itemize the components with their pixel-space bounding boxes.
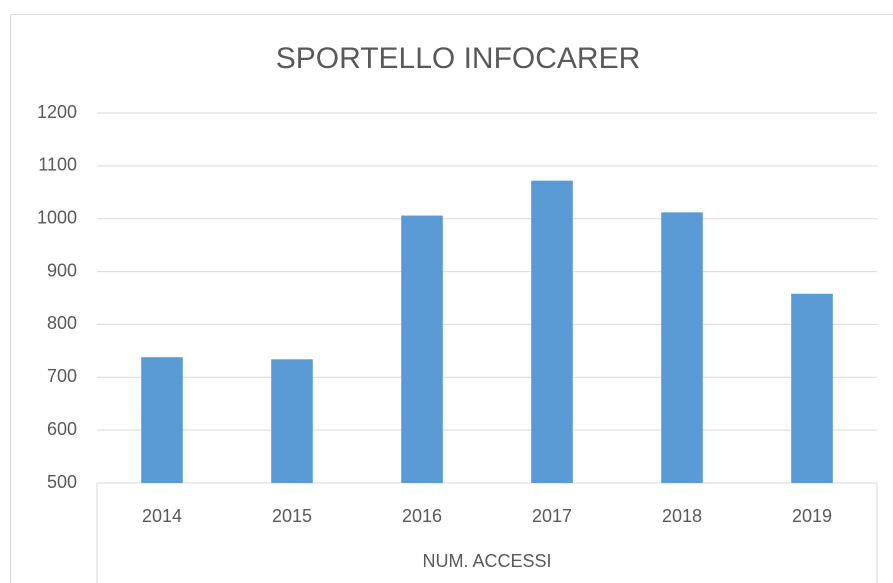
x-tick-label: 2015 <box>272 506 312 526</box>
chart-border <box>10 14 893 583</box>
y-tick-label: 1000 <box>37 207 77 227</box>
y-tick-label: 700 <box>47 366 77 386</box>
x-tick-label: 2014 <box>142 506 182 526</box>
x-tick-label: 2016 <box>402 506 442 526</box>
bar <box>661 212 703 483</box>
y-tick-label: 1100 <box>38 155 77 175</box>
y-tick-label: 900 <box>47 260 77 280</box>
bar <box>401 215 443 484</box>
y-tick-label: 1200 <box>37 102 77 122</box>
bar <box>791 293 833 483</box>
y-tick-label: 800 <box>47 313 77 333</box>
bar <box>271 359 313 483</box>
bar <box>141 357 183 483</box>
y-tick-label: 600 <box>47 419 77 439</box>
bar <box>531 180 573 483</box>
x-axis-label: NUM. ACCESSI <box>422 551 551 571</box>
x-tick-label: 2018 <box>662 506 702 526</box>
y-tick-label: 500 <box>47 472 77 492</box>
x-tick-label: 2019 <box>792 506 832 526</box>
x-tick-label: 2017 <box>532 506 572 526</box>
chart-title: SPORTELLO INFOCARER <box>276 42 641 75</box>
